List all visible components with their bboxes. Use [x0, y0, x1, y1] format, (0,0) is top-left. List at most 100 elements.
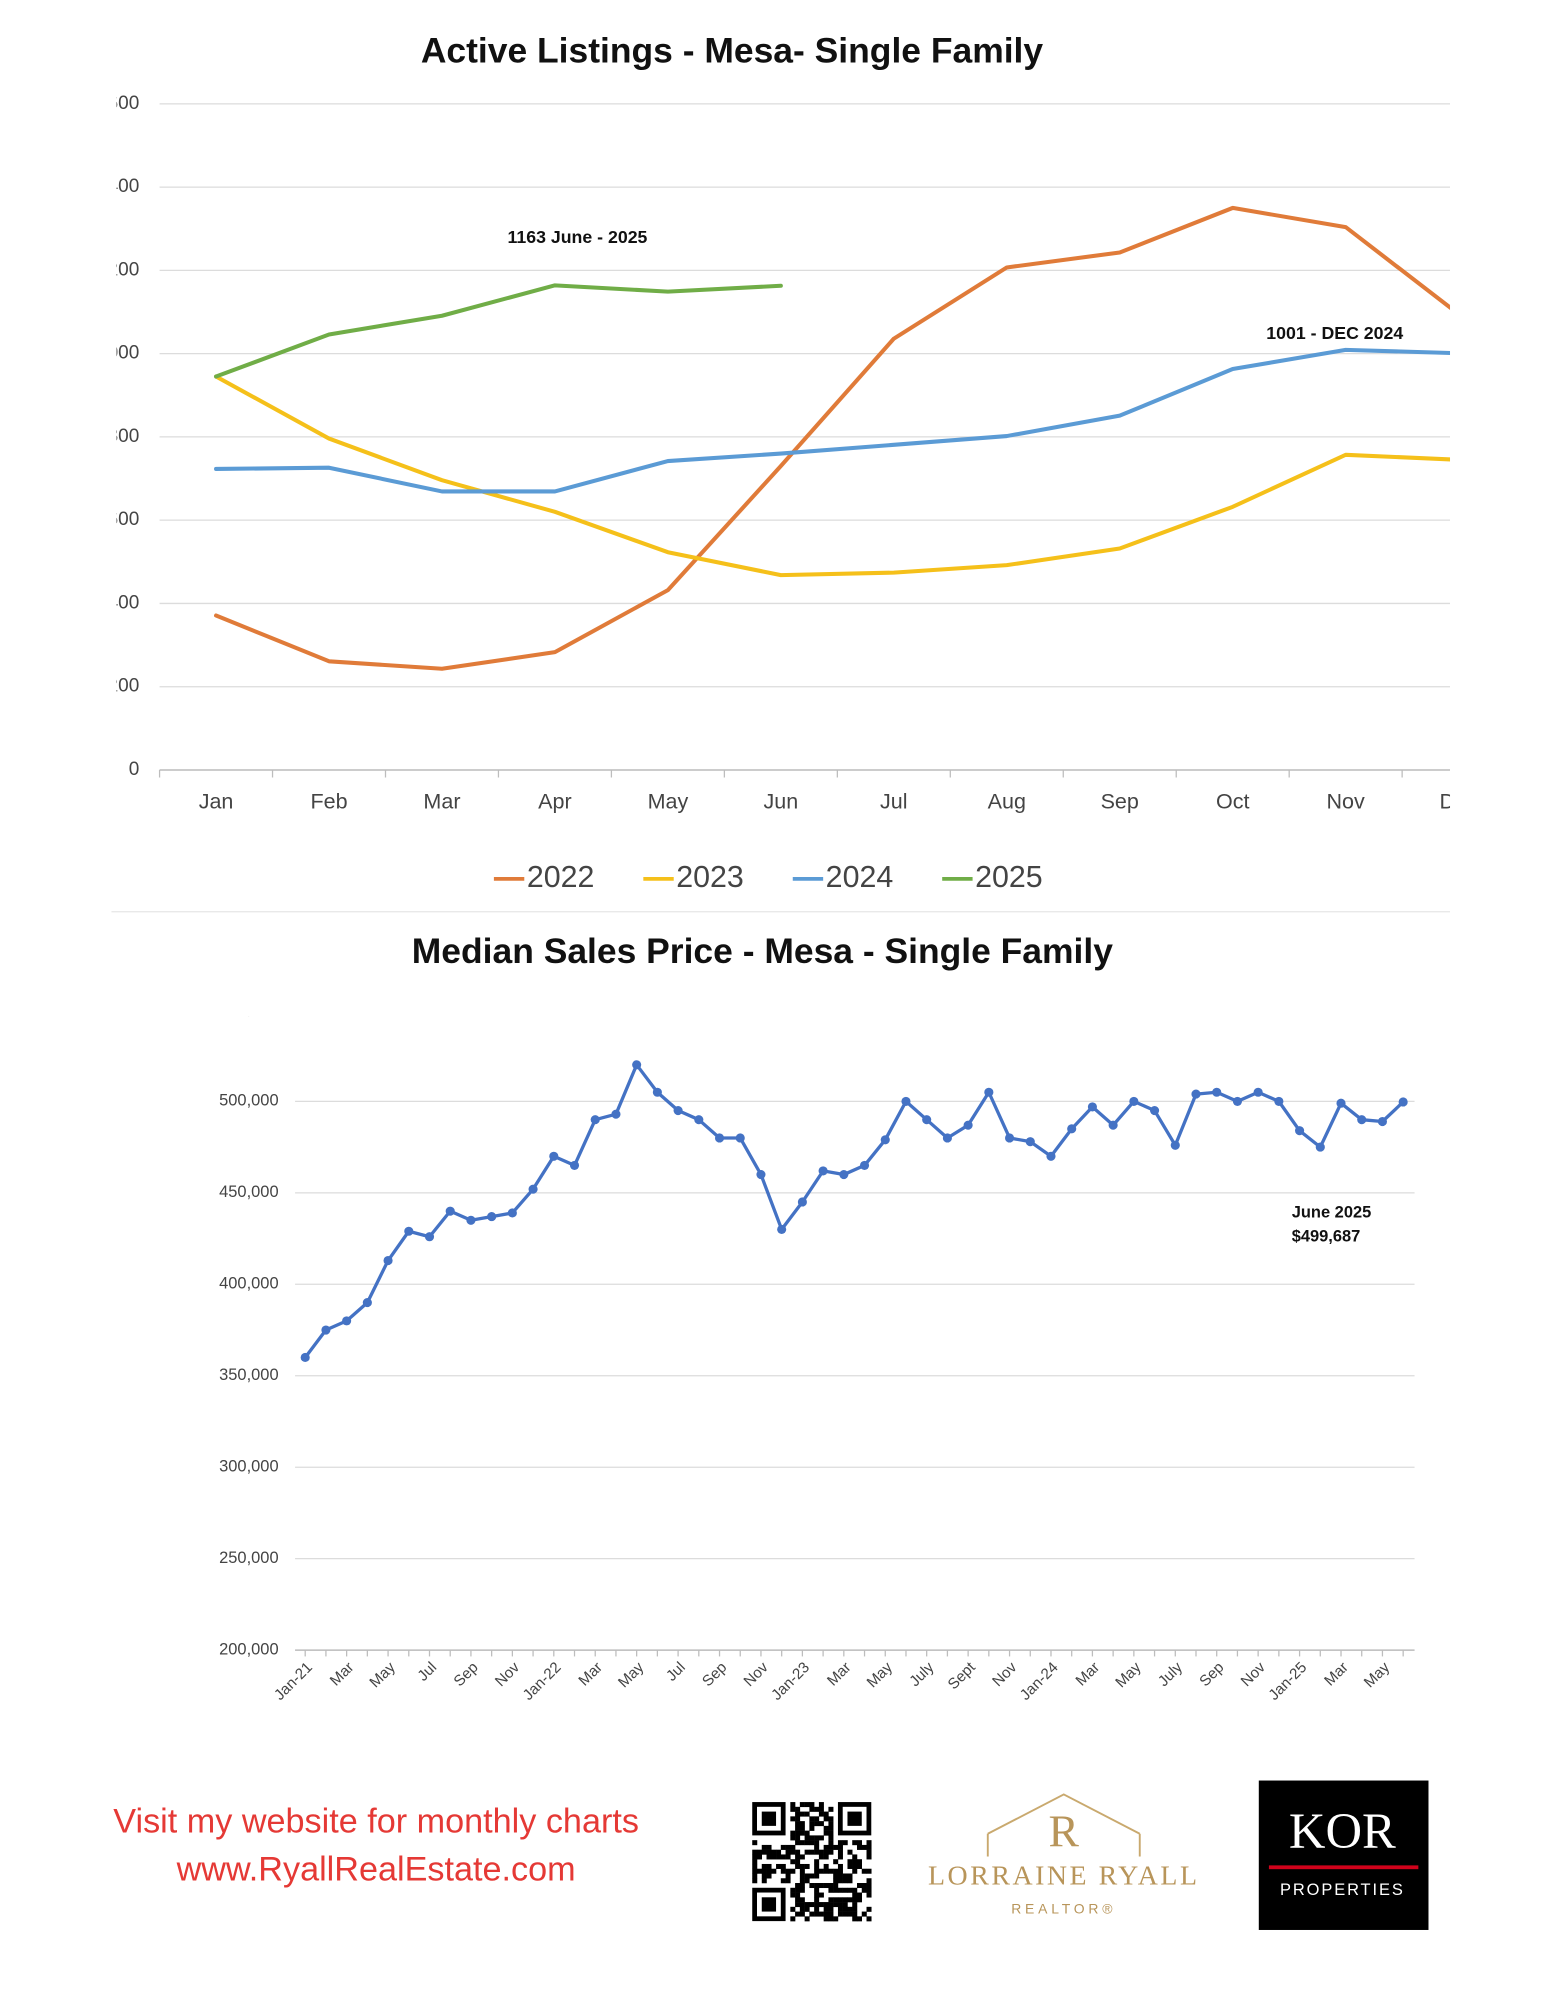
- data-point: [984, 1087, 994, 1097]
- qr-cell: [852, 1906, 858, 1912]
- y-tick-label: 400: [108, 592, 140, 613]
- qr-cell: [795, 1854, 801, 1860]
- legend-label: 2023: [676, 860, 744, 894]
- qr-cell: [823, 1844, 829, 1850]
- qr-cell: [818, 1883, 824, 1889]
- qr-cell: [814, 1868, 820, 1874]
- qr-cell: [795, 1840, 801, 1846]
- qr-cell: [766, 1844, 772, 1850]
- qr-cell: [828, 1897, 834, 1903]
- footer-url[interactable]: www.RyallRealEstate.com: [176, 1851, 576, 1889]
- qr-cell: [833, 1859, 839, 1865]
- qr-cell: [799, 1902, 805, 1908]
- qr-cell: [823, 1849, 829, 1855]
- qr-cell: [795, 1835, 801, 1841]
- qr-cell: [847, 1911, 853, 1917]
- qr-cell: [837, 1854, 843, 1860]
- qr-cell: [809, 1840, 815, 1846]
- qr-cell: [852, 1916, 858, 1922]
- qr-cell: [804, 1902, 810, 1908]
- y-tick-label: 1400: [97, 176, 139, 197]
- qr-cell: [837, 1844, 843, 1850]
- qr-cell: [866, 1844, 872, 1850]
- qr-cell: [833, 1868, 839, 1874]
- qr-cell: [823, 1916, 829, 1922]
- legend-label: 2025: [975, 860, 1043, 894]
- data-point: [756, 1169, 766, 1180]
- qr-cell: [823, 1911, 829, 1917]
- data-point: [1004, 1133, 1015, 1143]
- qr-cell: [852, 1840, 858, 1846]
- qr-cell: [771, 1868, 777, 1874]
- data-point: [549, 1151, 559, 1161]
- qr-cell: [814, 1911, 820, 1917]
- qr-cell: [814, 1906, 820, 1912]
- qr-cell: [756, 1854, 763, 1860]
- y-tick-label: 300,000: [219, 1458, 278, 1476]
- qr-cell: [861, 1887, 867, 1893]
- qr-cell: [799, 1854, 805, 1860]
- data-point: [735, 1133, 745, 1143]
- chart-title: Active Listings - Mesa- Single Family: [421, 31, 1044, 71]
- qr-cell: [761, 1878, 767, 1884]
- qr-cell: [852, 1892, 858, 1898]
- qr-cell: [823, 1825, 829, 1831]
- data-point: [632, 1060, 642, 1070]
- x-tick-label: Jun: [764, 790, 799, 814]
- qr-cell: [828, 1887, 834, 1893]
- qr-cell: [856, 1892, 863, 1898]
- data-point: [859, 1160, 870, 1170]
- data-point: [300, 1352, 310, 1363]
- qr-cell: [828, 1816, 834, 1822]
- qr-cell: [823, 1811, 829, 1817]
- y-tick-label: 200,000: [219, 1640, 278, 1658]
- qr-cell: [866, 1868, 872, 1874]
- qr-cell: [847, 1873, 853, 1879]
- annotation: June 2025: [1292, 1204, 1372, 1222]
- logo-name: LORRAINE RYALL: [928, 1860, 1200, 1891]
- qr-cell: [814, 1883, 820, 1889]
- qr-cell: [828, 1835, 834, 1841]
- qr-cell: [799, 1811, 805, 1817]
- qr-cell: [861, 1868, 867, 1874]
- qr-cell: [852, 1859, 858, 1865]
- qr-cell: [823, 1816, 829, 1822]
- qr-cell: [861, 1883, 867, 1889]
- qr-cell: [818, 1892, 824, 1898]
- qr-cell: [790, 1892, 796, 1898]
- qr-cell: [866, 1916, 872, 1922]
- qr-cell: [828, 1806, 834, 1812]
- qr-cell: [804, 1863, 810, 1869]
- qr-cell: [790, 1830, 796, 1836]
- qr-cell: [790, 1906, 796, 1912]
- qr-cell: [818, 1902, 824, 1908]
- qr-cell: [814, 1873, 820, 1879]
- qr-cell: [799, 1887, 805, 1893]
- qr-cell: [818, 1854, 824, 1860]
- qr-cell: [795, 1821, 801, 1827]
- qr-cell: [837, 1887, 843, 1893]
- qr-cell: [814, 1887, 820, 1893]
- qr-cell: [766, 1854, 772, 1860]
- qr-finder: [847, 1811, 862, 1826]
- qr-cell: [799, 1840, 805, 1846]
- y-tick-label: 550,000: [219, 1000, 278, 1018]
- qr-cell: [809, 1911, 815, 1917]
- kor-text: KOR: [1289, 1803, 1396, 1859]
- qr-cell: [833, 1902, 839, 1908]
- qr-cell: [809, 1825, 815, 1831]
- qr-cell: [752, 1849, 758, 1855]
- chart-median-price: 200,000 250,000 300,000 350,000 400,000 450,0…: [219, 1000, 1415, 1658]
- qr-cell: [856, 1897, 863, 1903]
- qr-cell: [856, 1883, 863, 1889]
- qr-cell: [804, 1878, 810, 1884]
- qr-cell: [795, 1811, 801, 1817]
- qr-cell: [856, 1859, 863, 1865]
- data-point: [342, 1316, 352, 1326]
- qr-cell: [795, 1887, 801, 1893]
- qr-cell: [795, 1830, 801, 1836]
- x-tick-label: May: [648, 790, 689, 814]
- qr-cell: [852, 1897, 858, 1903]
